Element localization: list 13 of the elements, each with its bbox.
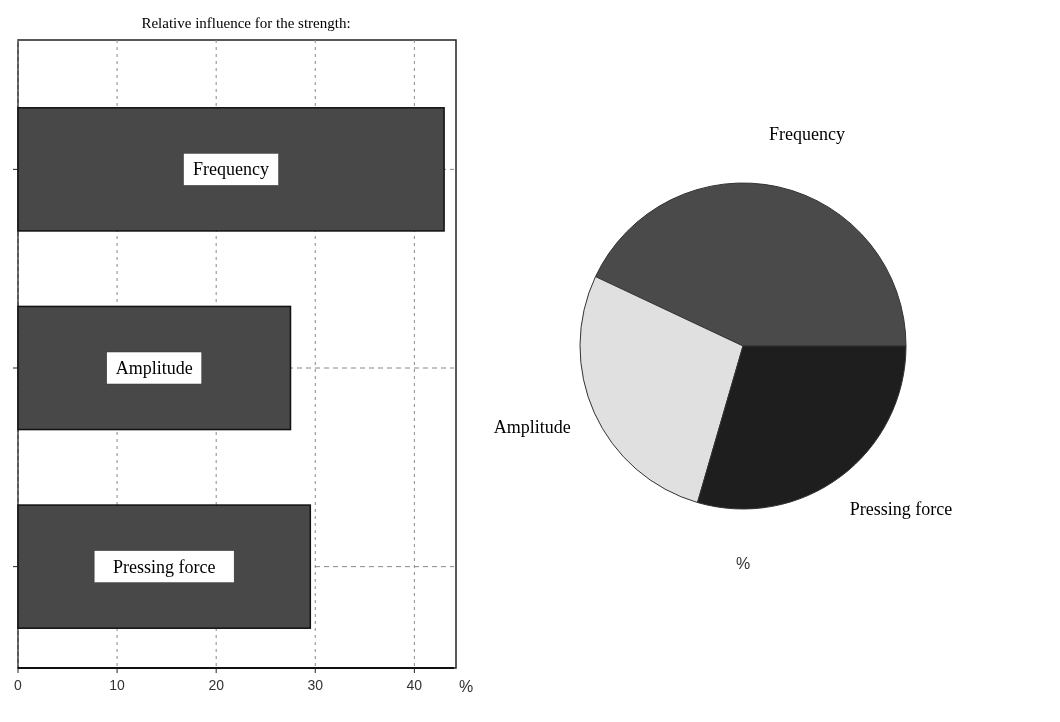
x-axis-title: % xyxy=(458,678,474,695)
x-tick-label: 0 xyxy=(14,677,23,693)
slice-label: Frequency xyxy=(769,124,846,145)
x-tick-label: 20 xyxy=(208,677,225,693)
slice-label: Amplitude xyxy=(493,416,571,437)
bar xyxy=(17,305,292,431)
chart-title: Relative influence for the strength: xyxy=(141,15,351,31)
x-tick-label: 30 xyxy=(307,677,324,693)
slice-label: Pressing force xyxy=(849,498,953,519)
x-tick-label: 10 xyxy=(109,677,126,693)
bar xyxy=(17,107,445,232)
x-tick-label: 40 xyxy=(406,677,423,693)
text: % xyxy=(735,555,751,572)
